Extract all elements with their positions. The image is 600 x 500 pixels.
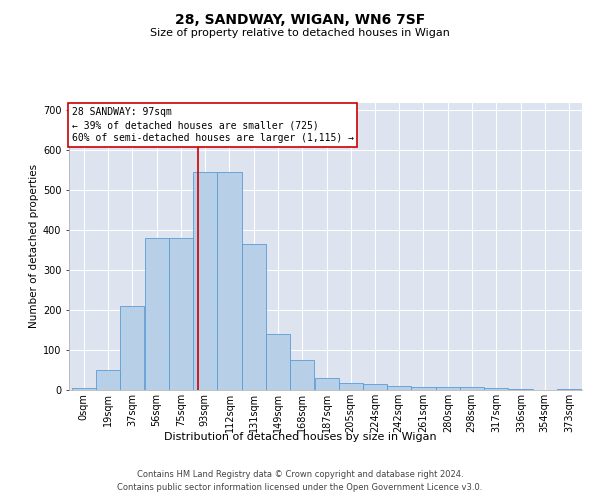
Bar <box>120 306 144 390</box>
Text: Contains HM Land Registry data © Crown copyright and database right 2024.: Contains HM Land Registry data © Crown c… <box>137 470 463 479</box>
Bar <box>145 238 169 390</box>
Bar <box>217 172 242 390</box>
Bar <box>193 172 217 390</box>
Text: Size of property relative to detached houses in Wigan: Size of property relative to detached ho… <box>150 28 450 38</box>
Text: Contains public sector information licensed under the Open Government Licence v3: Contains public sector information licen… <box>118 484 482 492</box>
Bar <box>97 370 121 390</box>
Bar <box>436 387 460 390</box>
Bar <box>509 389 533 390</box>
Text: 28, SANDWAY, WIGAN, WN6 7SF: 28, SANDWAY, WIGAN, WN6 7SF <box>175 12 425 26</box>
Bar <box>315 378 339 390</box>
Bar <box>338 383 362 390</box>
Bar <box>484 388 508 390</box>
Y-axis label: Number of detached properties: Number of detached properties <box>29 164 38 328</box>
Bar <box>266 334 290 390</box>
Bar <box>71 388 95 390</box>
Bar <box>169 238 193 390</box>
Bar <box>412 387 436 390</box>
Bar <box>242 244 266 390</box>
Bar <box>363 384 388 390</box>
Bar <box>557 389 581 390</box>
Bar <box>290 360 314 390</box>
Bar <box>386 386 411 390</box>
Text: Distribution of detached houses by size in Wigan: Distribution of detached houses by size … <box>164 432 436 442</box>
Bar <box>460 387 484 390</box>
Text: 28 SANDWAY: 97sqm
← 39% of detached houses are smaller (725)
60% of semi-detache: 28 SANDWAY: 97sqm ← 39% of detached hous… <box>71 107 353 143</box>
